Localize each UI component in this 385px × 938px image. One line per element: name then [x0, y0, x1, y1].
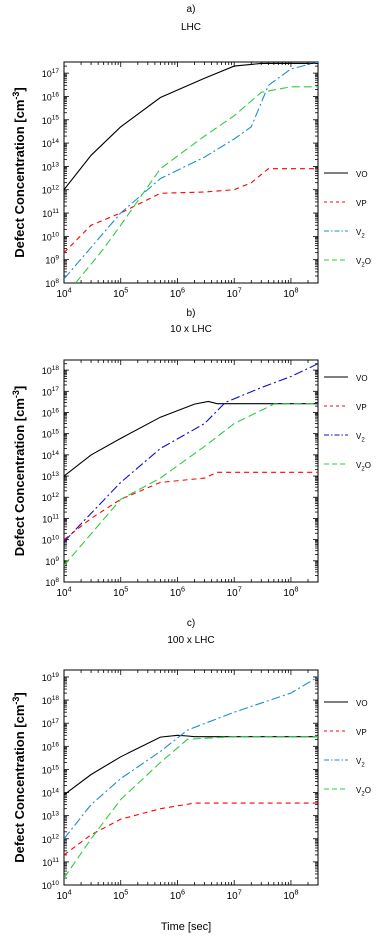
x-tick-label: 107 — [227, 286, 242, 301]
y-tick-label: 1014 — [42, 787, 60, 798]
y-axis-label: Defect Concentration [cm-3] — [11, 87, 27, 258]
y-tick-label: 1019 — [42, 672, 60, 683]
y-tick-label: 1010 — [42, 535, 60, 546]
legend-label: VO — [356, 374, 368, 383]
y-tick-label: 1011 — [42, 857, 59, 868]
legend-label: VO — [356, 699, 368, 708]
x-tick-label: 106 — [170, 888, 185, 903]
legend-label: VP — [356, 403, 367, 412]
series-line-v2 — [64, 363, 318, 543]
y-tick-label: 1012 — [42, 492, 60, 503]
y-tick-label: 108 — [45, 278, 59, 289]
series-line-vo — [64, 400, 318, 477]
panel-c: c) 100 x LHC Defect Concentration [cm-3] 10… — [11, 618, 371, 902]
panel-title: LHC — [181, 22, 201, 33]
legend-label: VP — [356, 728, 367, 737]
y-tick-label: 1010 — [42, 880, 60, 891]
y-tick-label: 1013 — [42, 471, 60, 482]
plot-frame — [63, 669, 319, 886]
y-tick-label: 1016 — [42, 407, 60, 418]
y-tick-label: 1018 — [42, 365, 60, 376]
y-tick-label: 1012 — [42, 834, 60, 845]
x-tick-label: 107 — [227, 585, 242, 600]
x-tick-label: 106 — [170, 286, 185, 301]
y-tick-label: 109 — [45, 255, 59, 266]
y-tick-label: 1011 — [42, 208, 59, 219]
x-axis-label: Time [sec] — [161, 921, 211, 933]
x-tick-label: 107 — [227, 888, 242, 903]
y-tick-label: 1013 — [42, 811, 60, 822]
legend-label: V2O — [356, 786, 371, 798]
y-tick-label: 1018 — [42, 695, 60, 706]
y-tick-label: 1017 — [42, 386, 60, 397]
series-line-vp — [64, 471, 318, 541]
panel-title: 100 x LHC — [167, 635, 214, 646]
series-line-v2 — [64, 676, 318, 840]
x-tick-label: 106 — [170, 585, 185, 600]
x-tick-label: 105 — [113, 888, 128, 903]
x-tick-label: 104 — [56, 888, 71, 903]
y-tick-label: 1015 — [42, 429, 60, 440]
series-line-vo — [64, 62, 318, 191]
y-axis-label: Defect Concentration [cm-3] — [11, 386, 27, 557]
y-tick-label: 1014 — [42, 138, 60, 149]
series-line-v2o — [64, 736, 318, 879]
panel-label: a) — [187, 4, 196, 15]
y-tick-label: 1010 — [42, 231, 60, 242]
y-tick-label: 1015 — [42, 764, 60, 775]
legend-label: V2 — [356, 432, 365, 444]
y-tick-label: 1017 — [42, 68, 60, 79]
x-tick-label: 105 — [113, 286, 128, 301]
series-line-vp — [64, 168, 318, 254]
legend-label: V2O — [356, 461, 371, 473]
series-line-v2o — [75, 86, 318, 283]
legend-label: V2 — [356, 228, 365, 240]
x-tick-label: 105 — [113, 585, 128, 600]
y-tick-label: 1015 — [42, 115, 60, 126]
y-tick-label: 109 — [45, 556, 59, 567]
x-tick-label: 104 — [56, 286, 71, 301]
x-tick-label: 108 — [283, 888, 298, 903]
series-line-v2o — [64, 403, 318, 566]
plot-frame — [63, 61, 319, 284]
panel-b: b) 10 x LHC Defect Concentration [cm-3] 108… — [11, 308, 371, 599]
y-tick-label: 1011 — [42, 513, 59, 524]
x-tick-label: 108 — [283, 585, 298, 600]
y-tick-label: 1013 — [42, 161, 60, 172]
series-line-vp — [64, 802, 318, 856]
y-tick-label: 1017 — [42, 718, 60, 729]
legend-label: V2 — [356, 757, 365, 769]
x-tick-label: 104 — [56, 585, 71, 600]
y-tick-label: 1016 — [42, 741, 60, 752]
y-tick-label: 108 — [45, 577, 59, 588]
legend-label: VO — [356, 170, 368, 179]
series-line-vo — [64, 734, 318, 796]
y-tick-label: 1016 — [42, 91, 60, 102]
legend-label: V2O — [356, 257, 371, 269]
y-tick-label: 1014 — [42, 450, 60, 461]
panel-label: c) — [187, 618, 195, 629]
series-line-v2 — [64, 62, 318, 280]
x-tick-label: 108 — [283, 286, 298, 301]
panel-label: b) — [187, 308, 196, 319]
plot-frame — [63, 359, 319, 583]
panel-a: a) LHC Defect Concentration [cm-3] 108 109 10… — [11, 4, 371, 300]
legend-label: VP — [356, 199, 367, 208]
y-tick-label: 1012 — [42, 185, 60, 196]
panel-title: 10 x LHC — [170, 324, 212, 335]
y-axis-label: Defect Concentration [cm-3] — [11, 692, 27, 863]
